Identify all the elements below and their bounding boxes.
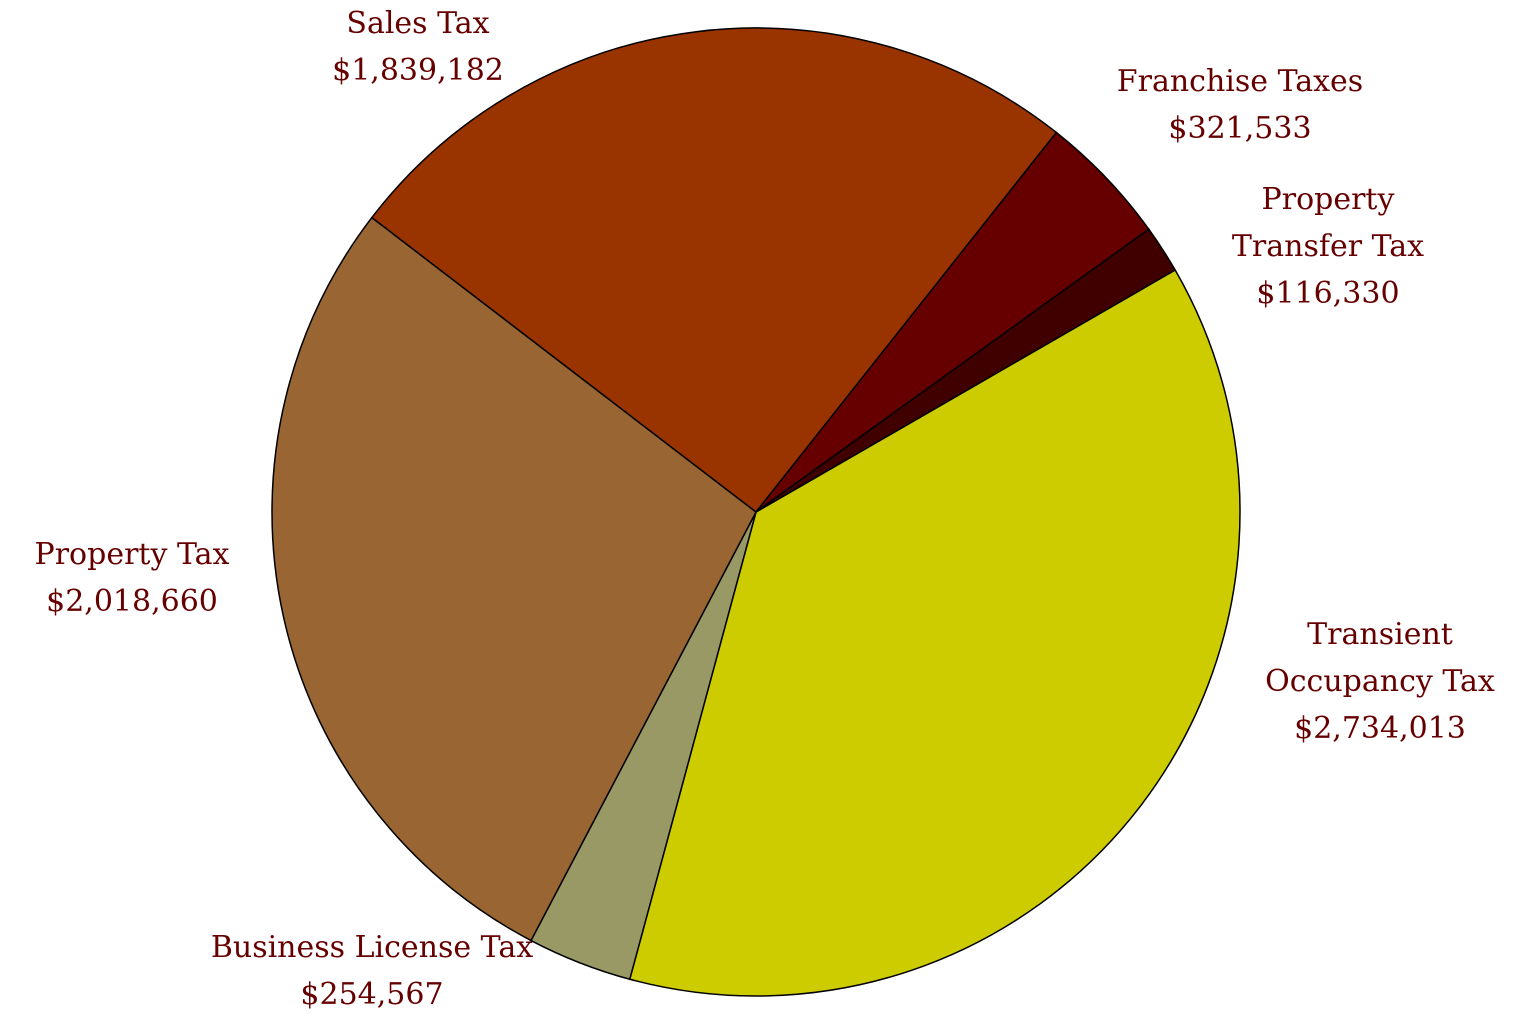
- slice-label: Franchise Taxes $321,533: [1090, 58, 1390, 152]
- pie-slice: [755, 228, 1177, 513]
- category-name: Franchise Taxes: [1116, 64, 1364, 99]
- category-name: Property Transfer Tax: [1231, 182, 1425, 264]
- value-label: $321,533: [1168, 111, 1312, 146]
- category-name: Sales Tax: [346, 6, 490, 41]
- category-name: Transient Occupancy Tax: [1265, 617, 1495, 699]
- slice-label: Property Tax $2,018,660: [2, 531, 262, 625]
- slice-label: Sales Tax $1,839,182: [288, 0, 548, 94]
- value-label: $2,734,013: [1294, 711, 1466, 746]
- slice-label: Property Transfer Tax $116,330: [1198, 176, 1458, 317]
- pie-slice: [370, 27, 1058, 514]
- pie-slice: [628, 268, 1241, 997]
- value-label: $254,567: [300, 977, 444, 1012]
- category-name: Property Tax: [34, 537, 230, 572]
- slice-label: Transient Occupancy Tax $2,734,013: [1230, 611, 1529, 752]
- value-label: $1,839,182: [332, 53, 504, 88]
- slice-label: Business License Tax $254,567: [207, 924, 537, 1014]
- pie-slice: [271, 216, 757, 942]
- value-label: $2,018,660: [46, 584, 218, 619]
- category-name: Business License Tax: [210, 930, 534, 965]
- value-label: $116,330: [1256, 276, 1400, 311]
